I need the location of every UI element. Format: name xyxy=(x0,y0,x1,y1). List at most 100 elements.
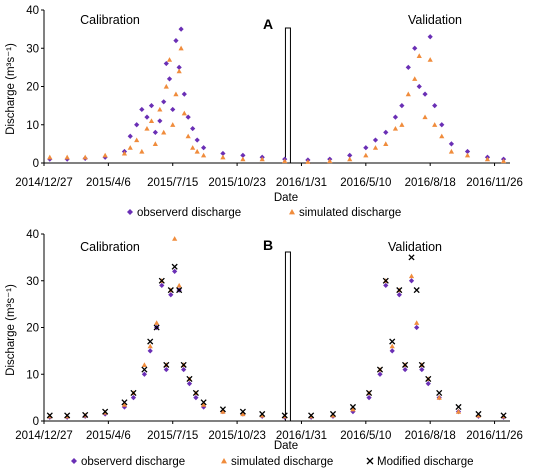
panel-a-point-triangle xyxy=(176,68,182,74)
panel-a-point-diamond xyxy=(173,38,179,44)
panel-a-ytick-label: 20 xyxy=(26,82,39,94)
panel-a-point-diamond xyxy=(405,64,411,70)
panel-b-point-cross xyxy=(46,412,53,419)
panel-b-legend-diamond-marker xyxy=(71,458,77,464)
panel-b-xtick-label: 2015/10/23 xyxy=(208,430,266,442)
panel-a-point-triangle xyxy=(427,57,433,62)
panel-a-point-diamond xyxy=(464,148,471,155)
panel-a-point-triangle xyxy=(448,148,455,154)
panel-a-point-triangle xyxy=(399,122,405,127)
panel-b-point-diamond xyxy=(402,366,408,373)
panel-a-point-triangle xyxy=(139,148,145,154)
panel-b-label: B xyxy=(263,237,273,253)
panel-a-point-triangle xyxy=(181,110,187,116)
panel-b-point-cross xyxy=(389,338,396,345)
panel-a-ytick-label: 10 xyxy=(26,120,39,132)
panel-a-legend-triangle-marker xyxy=(289,209,295,215)
panel-b-legend-label: observerd discharge xyxy=(81,456,185,468)
panel-b-point-diamond xyxy=(168,292,174,298)
panel-a-point-triangle xyxy=(464,152,471,158)
panel-a-xtick-label: 2016/5/10 xyxy=(340,177,391,189)
panel-b-point-cross xyxy=(176,287,183,294)
panel-a-point-triangle xyxy=(166,57,173,62)
panel-a-point-triangle xyxy=(157,106,163,112)
panel-a-point-diamond xyxy=(383,129,389,135)
panel-b-point-triangle xyxy=(259,412,265,418)
panel-a-xtick-label: 2016/1/31 xyxy=(276,177,327,189)
panel-a-point-triangle xyxy=(372,145,379,150)
panel-b-point-diamond xyxy=(141,371,148,377)
panel-b-period-calibration: Calibration xyxy=(80,240,140,254)
panel-b-point-diamond xyxy=(350,409,356,415)
panel-a-point-diamond xyxy=(127,133,133,139)
panel-b-point-cross xyxy=(455,403,462,411)
panel-b-point-cross xyxy=(425,375,432,382)
panel-b-point-triangle xyxy=(475,412,482,418)
panel-a-point-diamond xyxy=(392,114,399,120)
panel-a-point-triangle xyxy=(121,150,128,156)
panel-b-ytick-label: 0 xyxy=(33,416,39,428)
panel-a-point-diamond xyxy=(190,125,196,132)
panel-b-point-cross xyxy=(153,324,160,331)
panel-b-point-diamond xyxy=(377,371,383,377)
panel-b-point-diamond xyxy=(186,381,193,387)
panel-a-point-triangle xyxy=(363,152,369,158)
panel-b-xtick-label: 2016/11/26 xyxy=(466,430,523,442)
panel-a-period-divider xyxy=(284,27,291,164)
panel-b-point-diamond xyxy=(425,381,431,387)
panel-a-legend-diamond-marker xyxy=(127,209,133,215)
panel-b-x-axis-label: Date xyxy=(274,440,298,452)
panel-b-legend-label: simulated discharge xyxy=(231,456,333,468)
panel-a-point-triangle xyxy=(152,141,158,146)
panel-b-point-cross xyxy=(402,361,409,368)
panel-a-ytick-label: 30 xyxy=(26,43,39,55)
panel-a-xtick-label: 2015/4/6 xyxy=(86,177,131,189)
panel-a-point-diamond xyxy=(347,152,353,158)
panel-a-point-diamond xyxy=(181,91,187,97)
panel-a-ytick-label: 0 xyxy=(33,158,39,170)
panel-b-ytick-label: 20 xyxy=(26,323,39,335)
panel-b-y-axis-label: Discharge (m³s⁻¹) xyxy=(5,284,17,376)
panel-b-point-diamond xyxy=(172,268,178,274)
panel-b-point-diamond xyxy=(396,292,402,298)
panel-b-point-diamond xyxy=(383,282,389,289)
panel-b-point-triangle xyxy=(408,273,415,279)
panel-a-point-triangle xyxy=(144,125,150,131)
panel-b-xtick-label: 2015/7/15 xyxy=(147,430,198,442)
panel-b-point-cross xyxy=(308,412,315,419)
panel-a-point-triangle xyxy=(484,156,491,162)
panel-b-legend-label: Modified discharge xyxy=(377,456,474,468)
panel-b-legend-triangle-marker xyxy=(221,458,227,464)
panel-b-xtick-label: 2015/4/6 xyxy=(86,430,131,442)
panel-a-point-diamond xyxy=(134,122,140,128)
panel-b-point-cross xyxy=(382,277,389,284)
panel-a-point-diamond xyxy=(439,122,445,128)
panel-b-point-triangle xyxy=(201,402,207,407)
panel-a-point-diamond xyxy=(416,83,422,90)
panel-a-point-triangle xyxy=(383,141,389,146)
panel-b-point-diamond xyxy=(414,324,420,331)
panel-a-point-triangle xyxy=(170,122,176,127)
panel-a-point-triangle xyxy=(240,156,246,162)
panel-a-point-triangle xyxy=(64,154,70,160)
panel-b-point-cross xyxy=(436,389,443,397)
panel-a-xtick-label: 2016/11/26 xyxy=(466,177,523,189)
panel-b-point-cross xyxy=(64,412,71,419)
panel-b-point-cross xyxy=(158,277,165,284)
panel-b-point-diamond xyxy=(389,348,395,354)
panel-a-point-diamond xyxy=(152,129,158,135)
panel-a-xtick-label: 2015/7/15 xyxy=(147,177,198,189)
panel-b-point-cross xyxy=(418,361,425,368)
panel-a-point-triangle xyxy=(161,129,167,135)
panel-b-xtick-label: 2016/5/10 xyxy=(340,430,391,442)
panel-b-ytick-label: 40 xyxy=(26,229,39,241)
panel-a-point-triangle xyxy=(405,91,411,97)
panel-a-point-triangle xyxy=(173,91,179,97)
panel-b-point-triangle xyxy=(121,402,128,407)
panel-a-point-triangle xyxy=(282,158,288,164)
panel-b-period-validation: Validation xyxy=(388,240,442,254)
panel-a-point-diamond xyxy=(139,106,145,113)
panel-b-point-cross xyxy=(82,411,89,418)
panel-b-point-cross xyxy=(200,399,207,406)
